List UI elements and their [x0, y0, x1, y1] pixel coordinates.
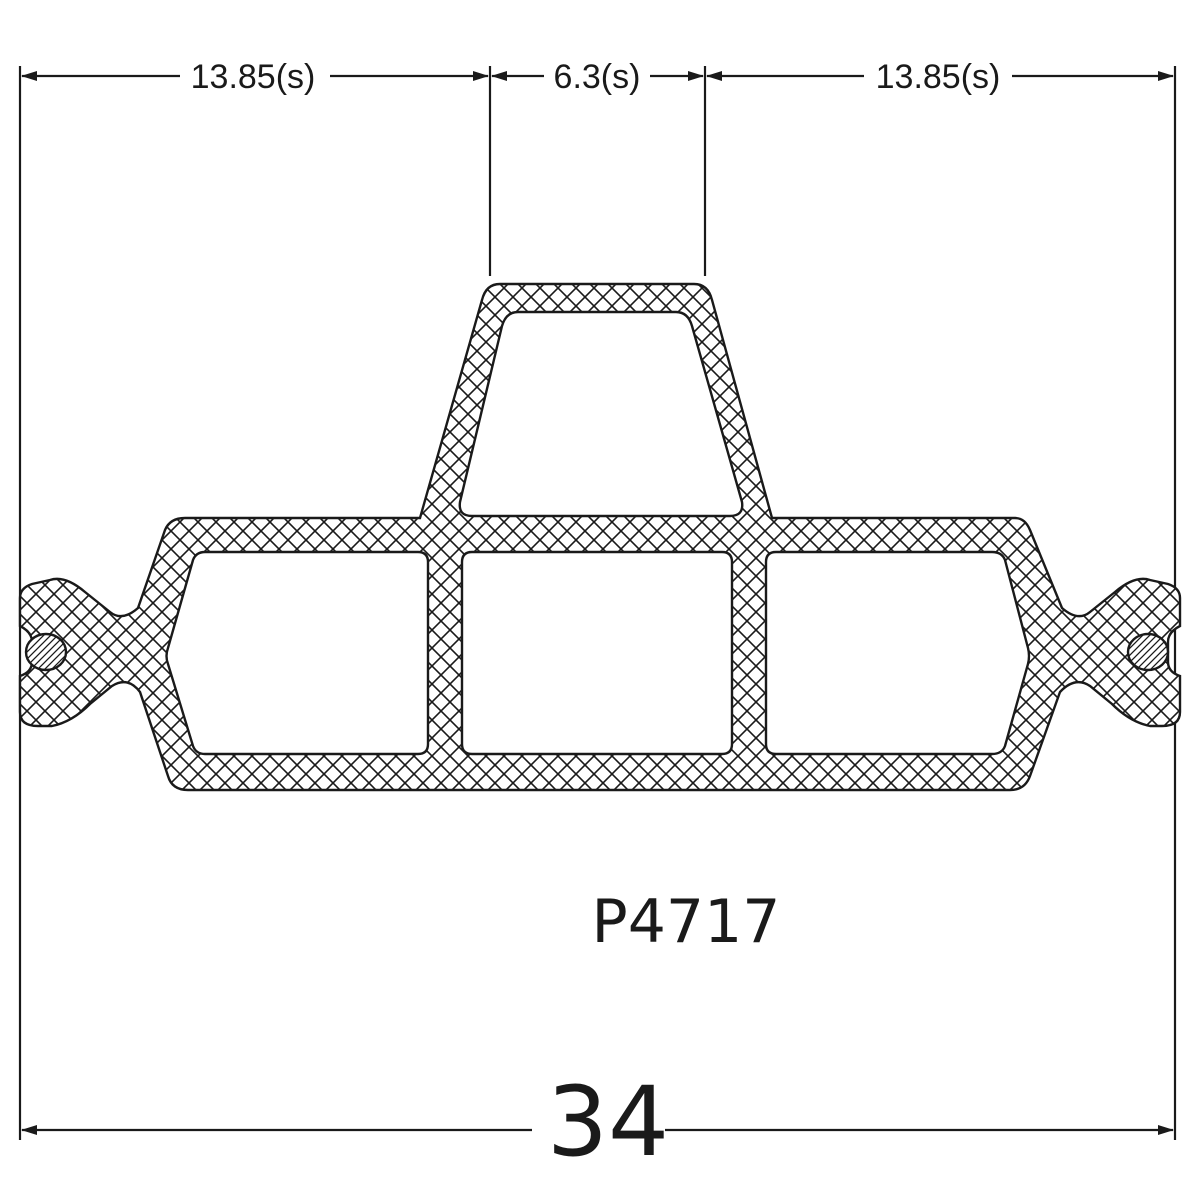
part-number: P4717 — [592, 887, 781, 957]
right-rod-section — [1126, 632, 1170, 672]
dimension-label-right: 13.85(s) — [876, 58, 1001, 96]
overall-width-label: 34 — [547, 1066, 669, 1178]
top-dimension-left: 13.85(s) — [21, 58, 489, 96]
profile-body — [18, 282, 1182, 792]
dimension-label-center: 6.3(s) — [554, 58, 641, 96]
dimension-label-left: 13.85(s) — [191, 58, 316, 96]
top-dimension-right: 13.85(s) — [706, 58, 1174, 96]
profile-cross-section — [18, 282, 1182, 792]
left-rod-section — [24, 632, 68, 672]
top-dimension-center: 6.3(s) — [491, 58, 704, 96]
overall-dimension: 34 — [21, 1066, 1174, 1178]
